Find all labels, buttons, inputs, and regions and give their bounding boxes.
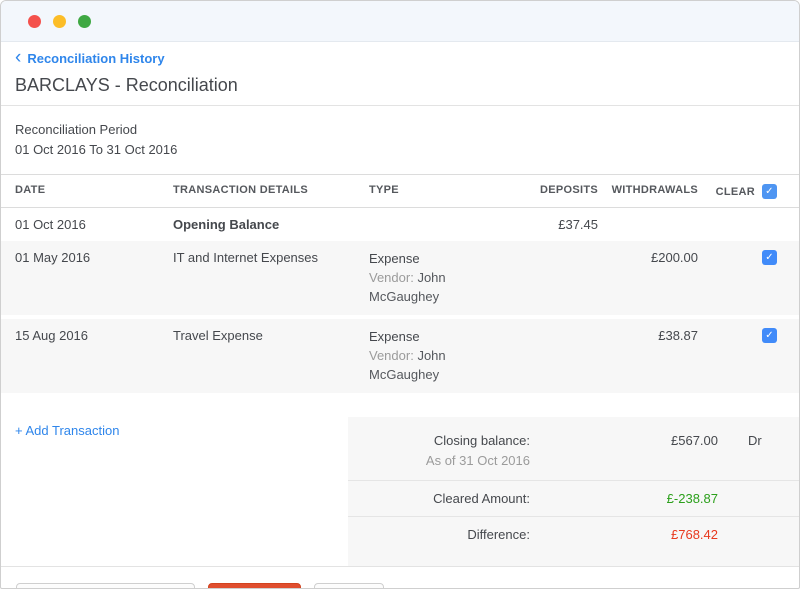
- cleared-amount-value: £-238.87: [666, 491, 718, 506]
- row-vendor: Vendor: John McGaughey: [369, 270, 446, 304]
- table-header: DATE TRANSACTION DETAILS TYPE DEPOSITS W…: [1, 174, 799, 208]
- row-date: 01 May 2016: [15, 250, 91, 265]
- row-clear-checkbox[interactable]: ✓: [762, 250, 777, 265]
- closing-balance-asof: As of 31 Oct 2016: [425, 453, 530, 468]
- header-withdrawals: WITHDRAWALS: [611, 184, 698, 196]
- period-value: 01 Oct 2016 To 31 Oct 2016: [15, 142, 178, 157]
- add-transaction-link[interactable]: + Add Transaction: [15, 423, 120, 438]
- table-row: 01 Oct 2016 Opening Balance £37.45: [1, 208, 799, 241]
- row-date: 15 Aug 2016: [15, 328, 89, 343]
- difference-value: £768.42: [671, 527, 718, 542]
- row-withdrawals: £38.87: [658, 328, 698, 343]
- minimize-window-icon[interactable]: [53, 14, 66, 28]
- row-vendor: Vendor: John McGaughey: [369, 348, 446, 382]
- reconciliation-period: Reconciliation Period 01 Oct 2016 To 31 …: [1, 106, 799, 174]
- difference-label: Difference:: [467, 527, 530, 542]
- closing-balance-label: Closing balance:: [433, 433, 530, 448]
- lower-section: + Add Transaction Closing balance: As of…: [1, 417, 799, 566]
- footer-actions: Save and Reconcile Later Reconcile Cance…: [1, 567, 799, 588]
- row-details: Opening Balance: [173, 217, 280, 232]
- breadcrumb-label: Reconciliation History: [27, 51, 165, 66]
- row-type: Expense: [369, 329, 420, 344]
- summary-panel: Closing balance: As of 31 Oct 2016 £567.…: [348, 417, 799, 566]
- period-label: Reconciliation Period: [15, 122, 138, 137]
- save-and-reconcile-later-button[interactable]: Save and Reconcile Later: [16, 583, 195, 588]
- closing-balance-amount: £567.00: [671, 433, 718, 448]
- header-type: TYPE: [369, 184, 399, 196]
- window-titlebar: [1, 1, 799, 42]
- row-type: Expense: [369, 251, 420, 266]
- breadcrumb-back-link[interactable]: ‹ Reconciliation History: [15, 47, 165, 68]
- header-deposits: DEPOSITS: [539, 184, 598, 196]
- chevron-left-icon: ‹: [15, 47, 22, 68]
- row-details: Travel Expense: [173, 328, 263, 343]
- clear-all-checkbox[interactable]: ✓: [762, 184, 777, 199]
- closing-balance-drcr: Dr: [748, 433, 762, 448]
- row-date: 01 Oct 2016: [15, 217, 86, 232]
- row-deposits: £37.45: [558, 217, 598, 232]
- page-header: ‹ Reconciliation History BARCLAYS - Reco…: [1, 42, 799, 105]
- row-details: IT and Internet Expenses: [173, 250, 319, 265]
- row-withdrawals: £200.00: [651, 250, 698, 265]
- page-title: BARCLAYS - Reconciliation: [15, 75, 238, 95]
- table-row: 15 Aug 2016 Travel Expense Expense Vendo…: [1, 319, 799, 393]
- header-divider: [1, 105, 799, 106]
- close-window-icon[interactable]: [28, 14, 41, 28]
- zoom-window-icon[interactable]: [78, 14, 91, 28]
- cancel-button[interactable]: Cancel: [313, 583, 385, 588]
- header-date: DATE: [15, 184, 46, 196]
- header-clear: CLEAR: [715, 185, 755, 198]
- header-transaction-details: TRANSACTION DETAILS: [173, 184, 309, 196]
- table-row: 01 May 2016 IT and Internet Expenses Exp…: [1, 241, 799, 315]
- reconcile-button[interactable]: Reconcile: [207, 583, 301, 588]
- cleared-amount-label: Cleared Amount:: [433, 491, 530, 506]
- footer-section: Save and Reconcile Later Reconcile Cance…: [1, 566, 799, 588]
- cleared-amount-row: Cleared Amount: £-238.87: [348, 481, 799, 517]
- difference-row: Difference: £768.42: [348, 517, 799, 566]
- row-clear-checkbox[interactable]: ✓: [762, 328, 777, 343]
- footer-divider: [1, 566, 799, 567]
- closing-balance-row: Closing balance: As of 31 Oct 2016 £567.…: [348, 417, 799, 481]
